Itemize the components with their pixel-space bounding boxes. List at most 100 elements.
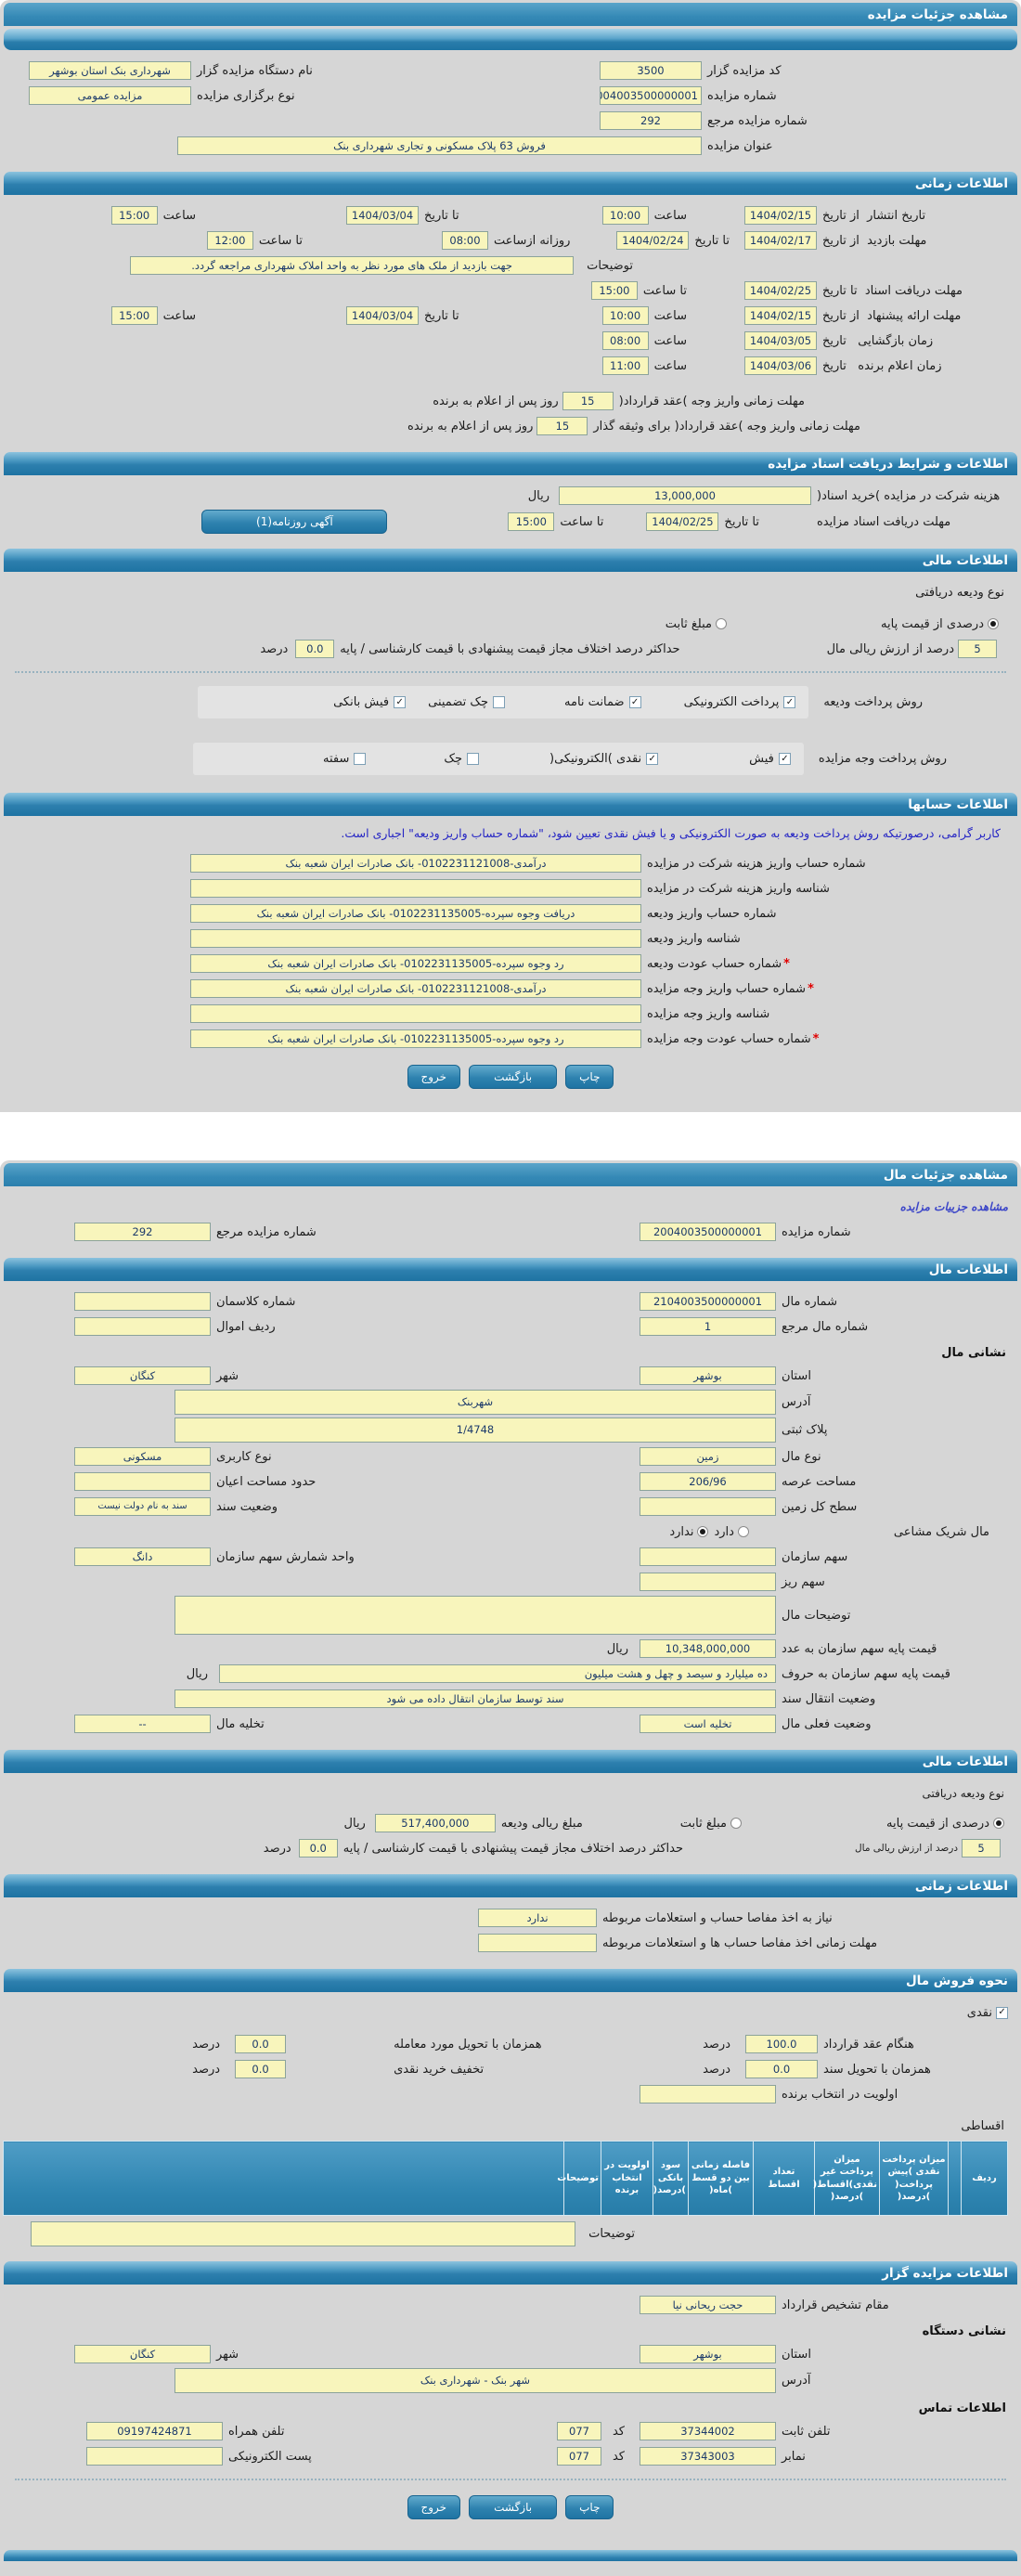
building-area-field[interactable]: [74, 1472, 211, 1491]
winner-announce-time-field[interactable]: 11:00: [601, 356, 649, 375]
exit-button[interactable]: خروج: [407, 1065, 461, 1089]
auction-pay-account-field[interactable]: درآمدی-0102231121008- بانک صادرات ایران …: [190, 979, 641, 998]
land-area-field[interactable]: 206/96: [640, 1472, 776, 1491]
offer-to-date-field[interactable]: 1404/03/04: [346, 306, 420, 325]
publish-to-time-field[interactable]: 15:00: [110, 206, 158, 225]
asset-notes-field[interactable]: [174, 1596, 776, 1635]
province-field[interactable]: بوشهر: [640, 1366, 776, 1385]
radio-fixed-amount[interactable]: [716, 618, 728, 629]
fee-deposit-account-field[interactable]: درآمدی-0102231121008- بانک صادرات ایران …: [190, 854, 641, 873]
checkbox-bank-receipt[interactable]: [394, 696, 407, 708]
org-share-field[interactable]: [640, 1547, 776, 1566]
exit-button[interactable]: خروج: [407, 2495, 461, 2519]
auction-details-link[interactable]: مشاهده جزییات مزایده: [899, 1200, 1008, 1213]
max-allowed-diff-field[interactable]: 0.0: [295, 640, 335, 658]
winner-announce-date-field[interactable]: 1404/03/06: [744, 356, 817, 375]
publish-from-time-field[interactable]: 10:00: [601, 206, 649, 225]
asset-type-field[interactable]: زمین: [640, 1447, 776, 1466]
checkbox-check[interactable]: [467, 753, 480, 765]
deed-transfer-status-field[interactable]: سند توسط سازمان انتقال داده می شود: [174, 1689, 776, 1708]
radio-no-shared-owner[interactable]: [697, 1526, 709, 1537]
doc-deadline-time-field[interactable]: 15:00: [508, 512, 555, 531]
at-deed-transfer-percent-field[interactable]: 0.0: [745, 2060, 818, 2078]
auction-pay-id-field[interactable]: [190, 1004, 641, 1023]
auction-refund-account-field[interactable]: رد وجوه سپرده-0102231135005- بانک صادرات…: [190, 1029, 641, 1048]
publish-from-date-field[interactable]: 1404/02/15: [744, 206, 817, 225]
cash-discount-field[interactable]: 0.0: [235, 2060, 287, 2078]
email-field[interactable]: [85, 2447, 223, 2466]
fee-deposit-id-field[interactable]: [190, 879, 641, 898]
auction-number-field[interactable]: 2004003500000001: [600, 86, 702, 105]
at-contract-percent-field[interactable]: 100.0: [745, 2035, 818, 2053]
offer-from-time-field[interactable]: 10:00: [601, 306, 649, 325]
registration-plate-field[interactable]: 1/4748: [174, 1417, 776, 1443]
offer-to-time-field[interactable]: 15:00: [110, 306, 158, 325]
base-price-number-field[interactable]: 10,348,000,000: [640, 1639, 776, 1658]
clearance-needed-field[interactable]: ندارد: [478, 1909, 597, 1927]
radio-fixed-amount[interactable]: [730, 1818, 743, 1829]
deposit-amount-field[interactable]: 517,400,000: [374, 1814, 496, 1832]
fax-area-code-field[interactable]: 077: [556, 2447, 601, 2466]
at-delivery-percent-field[interactable]: 0.0: [235, 2035, 287, 2053]
print-button[interactable]: چاپ: [565, 1065, 614, 1089]
opening-date-field[interactable]: 1404/03/05: [744, 331, 817, 350]
publish-to-date-field[interactable]: 1404/03/04: [346, 206, 420, 225]
payment-deadline-guarantor-days-field[interactable]: 15: [536, 417, 588, 435]
org-city-field[interactable]: کنگان: [74, 2345, 211, 2363]
contract-authority-field[interactable]: حجت ریحانی نیا: [640, 2296, 776, 2314]
checkbox-receipt[interactable]: [778, 753, 791, 765]
deposit-account-field[interactable]: دریافت وجوه سپرده-0102231135005- بانک صا…: [190, 904, 641, 923]
opening-time-field[interactable]: 08:00: [601, 331, 649, 350]
offer-from-date-field[interactable]: 1404/02/15: [744, 306, 817, 325]
participation-fee-field[interactable]: 13,000,000: [559, 486, 811, 505]
city-field[interactable]: کنگان: [74, 1366, 211, 1385]
time-notes-field[interactable]: جهت بازدید از ملک های مورد نظر به واحد ا…: [130, 256, 575, 275]
base-price-words-field[interactable]: ده میلیارد و سیصد و چهل و هشت میلیون: [219, 1664, 776, 1683]
classification-number-field[interactable]: [74, 1292, 211, 1311]
visit-to-time-field[interactable]: 12:00: [206, 231, 253, 250]
usage-type-field[interactable]: مسکونی: [74, 1447, 211, 1466]
sale-notes-field[interactable]: [31, 2221, 576, 2246]
bidder-code-field[interactable]: 3500: [600, 61, 702, 80]
share-unit-field[interactable]: دانگ: [74, 1547, 211, 1566]
asset-auction-number-field[interactable]: 2004003500000001: [640, 1223, 776, 1241]
phone-field[interactable]: 37344002: [640, 2422, 776, 2440]
sub-share-field[interactable]: [640, 1573, 776, 1591]
address-field[interactable]: شهربنک: [174, 1390, 776, 1415]
asset-row-field[interactable]: [74, 1317, 211, 1336]
org-address-field[interactable]: شهر بنک - شهرداری بنک: [174, 2368, 776, 2393]
org-name-field[interactable]: شهرداری بنک استان بوشهر: [29, 61, 191, 80]
doc-receive-date-field[interactable]: 1404/02/25: [744, 281, 817, 300]
deposit-percent-field[interactable]: 5: [962, 1839, 1001, 1858]
clearance-deadline-field[interactable]: [478, 1934, 597, 1952]
newspaper-ad-button[interactable]: آگهی روزنامه(1): [201, 510, 388, 534]
back-button[interactable]: بازگشت: [469, 2495, 558, 2519]
checkbox-cash-electronic[interactable]: [646, 753, 659, 765]
asset-ref-number-field[interactable]: 292: [74, 1223, 211, 1241]
current-status-field[interactable]: تخلیه است: [640, 1715, 776, 1733]
radio-has-shared-owner[interactable]: [737, 1526, 749, 1537]
doc-deadline-date-field[interactable]: 1404/02/25: [646, 512, 719, 531]
checkbox-cash-sale[interactable]: [996, 2006, 1008, 2019]
visit-from-time-field[interactable]: 08:00: [441, 231, 488, 250]
checkbox-guarantee-letter[interactable]: [628, 696, 641, 708]
asset-number-field[interactable]: 2104003500000001: [640, 1292, 776, 1311]
checkbox-electronic-payment[interactable]: [783, 696, 796, 708]
fax-field[interactable]: 37343003: [640, 2447, 776, 2466]
deposit-refund-account-field[interactable]: رد وجوه سپرده-0102231135005- بانک صادرات…: [190, 954, 641, 973]
back-button[interactable]: بازگشت: [469, 1065, 558, 1089]
checkbox-promissory-note[interactable]: [354, 753, 367, 765]
deed-status-field[interactable]: سند به نام دولت نیست: [74, 1497, 211, 1516]
payment-deadline-days-field[interactable]: 15: [562, 392, 614, 410]
print-button[interactable]: چاپ: [565, 2495, 614, 2519]
checkbox-certified-check[interactable]: [493, 696, 506, 708]
total-land-field[interactable]: [640, 1497, 776, 1516]
radio-percent-of-base-price[interactable]: [988, 618, 999, 629]
phone-area-code-field[interactable]: 077: [556, 2422, 601, 2440]
doc-receive-time-field[interactable]: 15:00: [590, 281, 638, 300]
winner-priority-field[interactable]: [640, 2085, 776, 2104]
org-province-field[interactable]: بوشهر: [640, 2345, 776, 2363]
auction-subject-field[interactable]: فروش 63 پلاک مسکونی و تجاری شهرداری بنک: [177, 136, 702, 155]
deposit-id-field[interactable]: [190, 929, 641, 948]
radio-percent-of-base-price[interactable]: [993, 1818, 1004, 1829]
